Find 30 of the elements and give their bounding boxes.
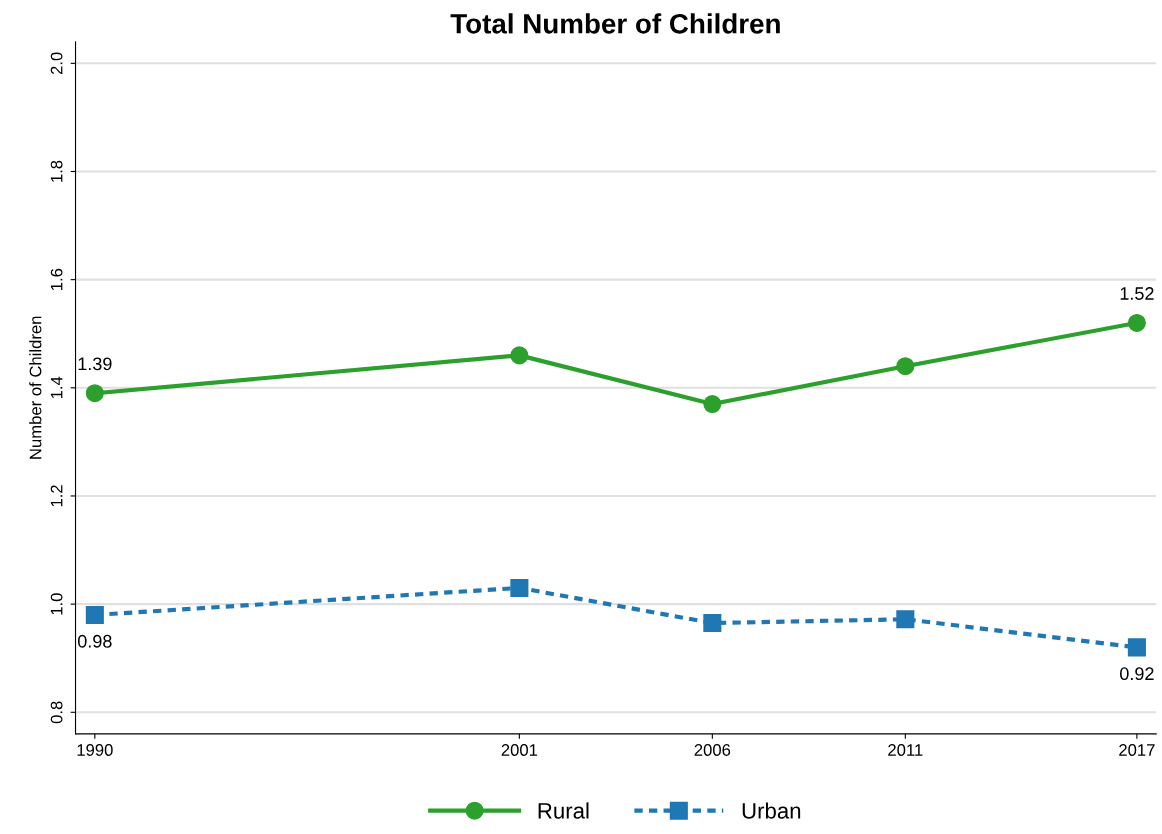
data-label: 0.92 bbox=[1120, 667, 1154, 681]
chart-title: Total Number of Children bbox=[450, 13, 780, 34]
point bbox=[510, 346, 529, 365]
point bbox=[85, 384, 104, 403]
y-axis-title: Number of Children bbox=[29, 316, 42, 459]
y-tick-label: 1.0 bbox=[50, 593, 63, 615]
data-label: 0.98 bbox=[77, 634, 112, 648]
data-label: 1.52 bbox=[1120, 287, 1154, 300]
point bbox=[896, 357, 915, 376]
y-tick-label: 1.8 bbox=[50, 160, 63, 182]
y-tick-label: 2.0 bbox=[50, 52, 63, 75]
y-tick-label: 0.8 bbox=[50, 701, 63, 724]
point bbox=[703, 395, 722, 414]
y-tick-label: 1.6 bbox=[50, 268, 63, 290]
legend-label: Rural bbox=[538, 802, 589, 819]
x-tick-label: 2011 bbox=[888, 744, 923, 756]
y-tick-label: 1.2 bbox=[50, 485, 63, 507]
point bbox=[1127, 638, 1146, 657]
legend-label: Urban bbox=[742, 802, 801, 819]
point bbox=[703, 614, 722, 633]
point bbox=[896, 610, 915, 629]
point bbox=[1127, 313, 1146, 332]
x-tick-label: 2001 bbox=[501, 744, 538, 756]
x-tick-label: 1990 bbox=[77, 744, 113, 756]
data-label: 1.39 bbox=[78, 357, 112, 371]
point bbox=[85, 605, 104, 624]
x-tick-label: 2017 bbox=[1119, 744, 1155, 756]
y-tick-label: 1.4 bbox=[50, 376, 63, 399]
x-tick-label: 2006 bbox=[694, 744, 731, 756]
point bbox=[510, 578, 529, 597]
